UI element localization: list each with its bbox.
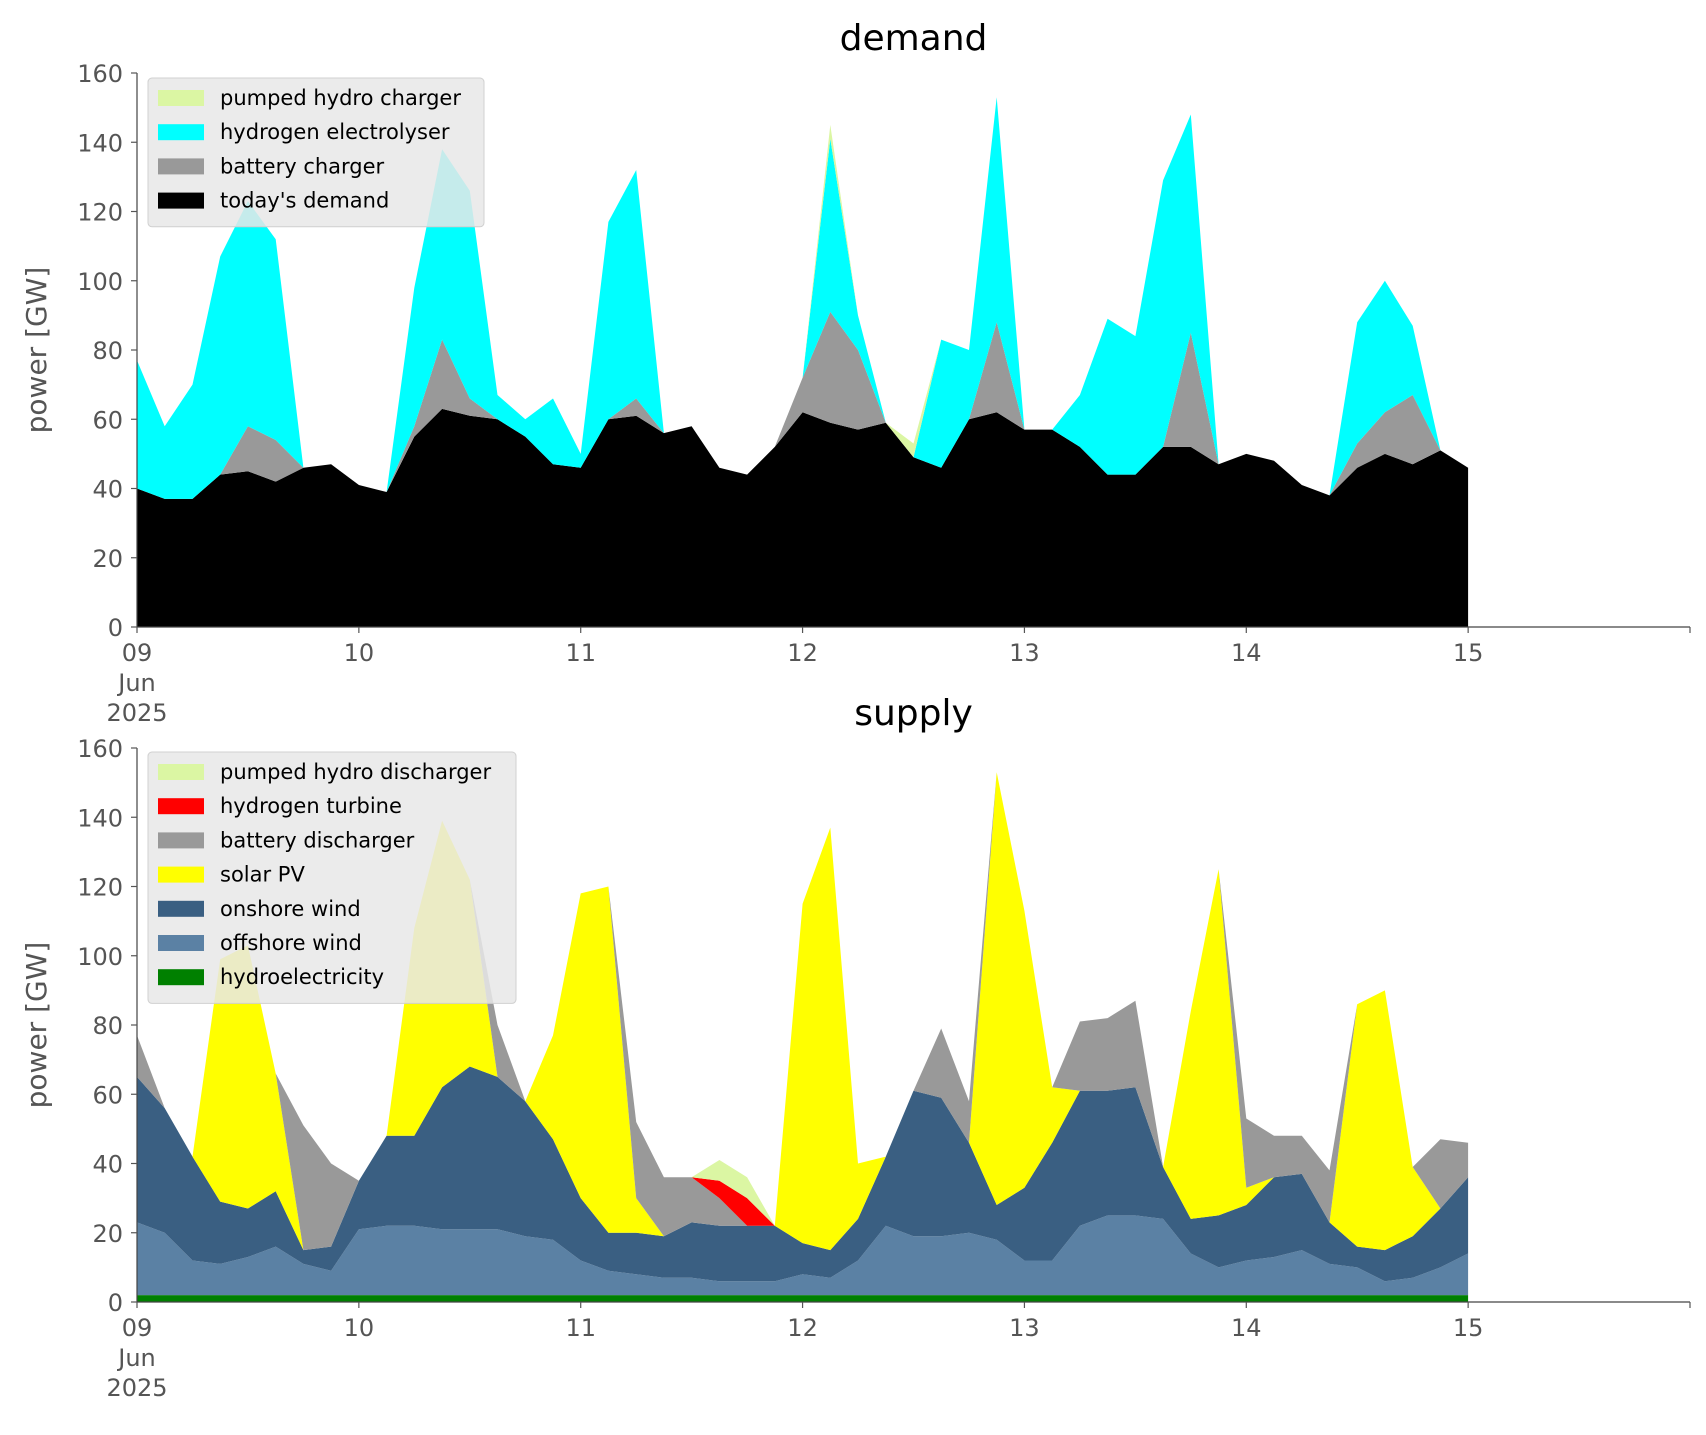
legend-swatch — [158, 866, 204, 883]
area-battery-charger — [137, 311, 1469, 499]
legend: pumped hydro discharger hydrogen turbine b… — [147, 751, 517, 1004]
y-tick-label: 120 — [77, 874, 123, 902]
x-tick-label: 09 — [122, 639, 153, 667]
x-tick-label: 13 — [1009, 1314, 1040, 1342]
legend-label: battery discharger — [220, 828, 415, 852]
y-tick-label: 100 — [77, 268, 123, 296]
legend-swatch — [158, 90, 204, 106]
legend-label: hydroelectricity — [220, 965, 384, 989]
chart-title: demand — [840, 18, 988, 59]
x-tick-label: 15 — [1453, 1314, 1484, 1342]
x-tick-label: 13 — [1009, 639, 1040, 667]
legend-label: onshore wind — [220, 897, 361, 921]
legend-label: battery charger — [220, 154, 385, 178]
y-tick-label: 120 — [77, 199, 123, 227]
y-axis-label: power [GW] — [20, 942, 53, 1109]
y-tick-label: 0 — [108, 1289, 123, 1317]
area-hydroelectricity — [137, 1295, 1469, 1302]
x-tick-label: 11 — [565, 639, 596, 667]
x-tick-label: Jun — [116, 669, 156, 697]
legend-label: offshore wind — [220, 931, 362, 955]
area-onshore-wind — [137, 1066, 1469, 1282]
y-tick-label: 40 — [92, 1151, 123, 1179]
legend-swatch — [158, 900, 204, 917]
x-tick-label: 2025 — [106, 699, 167, 727]
x-tick-label: 14 — [1231, 1314, 1262, 1342]
chart-title: supply — [854, 693, 973, 734]
x-tick-label: 12 — [787, 639, 818, 667]
legend-swatch — [158, 798, 204, 815]
y-tick-label: 80 — [92, 1012, 123, 1040]
legend-swatch — [158, 935, 204, 951]
y-tick-label: 20 — [92, 545, 123, 573]
x-tick-label: 11 — [565, 1314, 596, 1342]
y-axis-label: power [GW] — [20, 267, 53, 434]
legend-swatch — [158, 192, 204, 209]
legend-label: today's demand — [220, 189, 389, 213]
y-tick-label: 60 — [92, 1081, 123, 1109]
x-tick-label: 10 — [344, 639, 375, 667]
legend-box — [147, 751, 517, 1004]
legend-label: pumped hydro discharger — [220, 760, 491, 784]
x-tick-label: 12 — [787, 1314, 818, 1342]
x-tick-label: 14 — [1231, 639, 1262, 667]
legend-label: hydrogen turbine — [220, 794, 402, 818]
x-tick-label: 2025 — [106, 1374, 167, 1402]
legend-label: solar PV — [220, 863, 305, 887]
legend-box — [147, 77, 485, 228]
y-tick-label: 0 — [108, 614, 123, 642]
area-offshore-wind — [137, 1215, 1469, 1296]
y-tick-label: 100 — [77, 943, 123, 971]
x-tick-label: 15 — [1453, 639, 1484, 667]
x-tick-label: 09 — [122, 1314, 153, 1342]
legend-label: pumped hydro charger — [220, 86, 461, 110]
y-tick-label: 40 — [92, 476, 123, 504]
legend: pumped hydro charger hydrogen electrolyse… — [147, 77, 485, 228]
legend-swatch — [158, 832, 204, 849]
x-tick-label: Jun — [116, 1344, 156, 1372]
y-tick-label: 80 — [92, 337, 123, 365]
y-tick-label: 160 — [77, 735, 123, 763]
legend-swatch — [158, 124, 204, 141]
y-tick-label: 60 — [92, 406, 123, 434]
legend-swatch — [158, 158, 204, 175]
x-tick-label: 10 — [344, 1314, 375, 1342]
y-tick-label: 140 — [77, 804, 123, 832]
legend-swatch — [158, 764, 204, 780]
y-tick-label: 140 — [77, 129, 123, 157]
area-today-s-demand — [137, 408, 1469, 627]
legend-label: hydrogen electrolyser — [220, 120, 450, 144]
legend-swatch — [158, 969, 204, 986]
y-tick-label: 160 — [77, 60, 123, 88]
y-tick-label: 20 — [92, 1220, 123, 1248]
